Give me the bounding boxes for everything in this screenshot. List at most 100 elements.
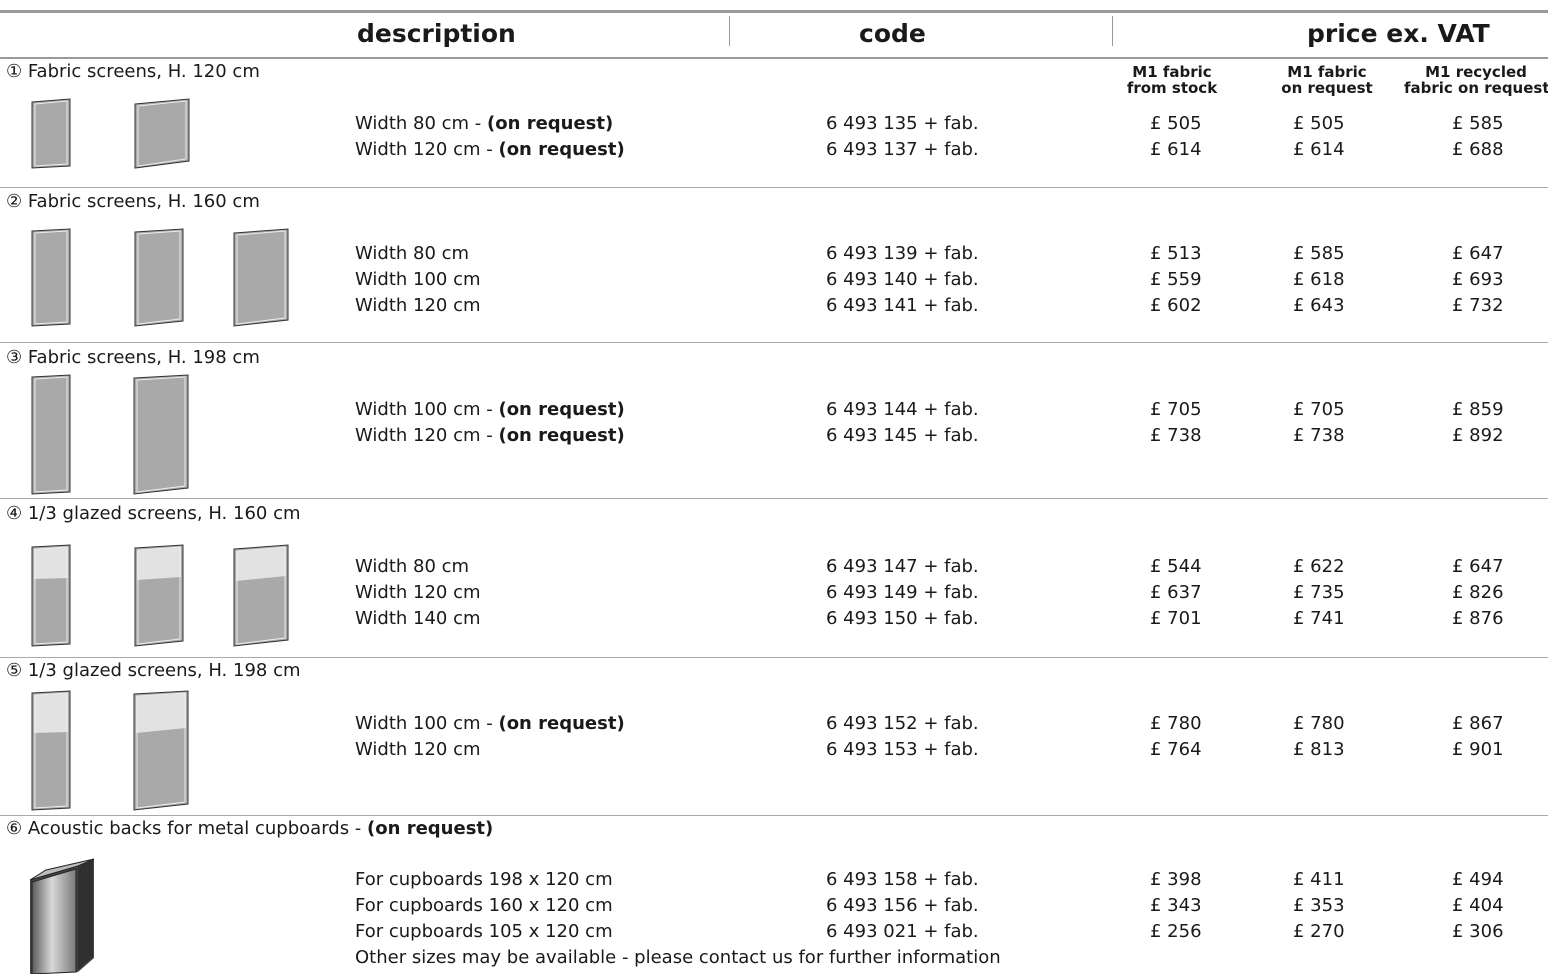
subheader-m1-stock: M1 fabric from stock [1126, 63, 1218, 97]
subheader-m1-request: M1 fabric on request [1281, 63, 1373, 97]
glazed-screen-image [233, 544, 289, 647]
fabric-screen-image [134, 98, 190, 169]
row-description: Width 140 cm [355, 608, 481, 629]
row-code: 6 493 135 + fab. [826, 113, 979, 134]
row-description: Width 80 cm - (on request) [355, 113, 614, 134]
price-stock: £ 705 [1150, 399, 1202, 420]
top-rule [0, 10, 1548, 13]
row-code: 6 493 141 + fab. [826, 295, 979, 316]
section-divider [0, 657, 1548, 658]
price-request: £ 622 [1293, 556, 1345, 577]
row-code: 6 493 156 + fab. [826, 895, 979, 916]
price-recycled: £ 732 [1452, 295, 1504, 316]
section-divider [0, 498, 1548, 499]
price-stock: £ 780 [1150, 713, 1202, 734]
price-recycled: £ 826 [1452, 582, 1504, 603]
row-code: 6 493 150 + fab. [826, 608, 979, 629]
section-divider [0, 815, 1548, 816]
price-request: £ 585 [1293, 243, 1345, 264]
price-request: £ 270 [1293, 921, 1345, 942]
price-recycled: £ 867 [1452, 713, 1504, 734]
price-recycled: £ 693 [1452, 269, 1504, 290]
price-stock: £ 544 [1150, 556, 1202, 577]
price-request: £ 738 [1293, 425, 1345, 446]
subheader-m1-recycled: M1 recycled fabric on request [1404, 63, 1548, 97]
price-recycled: £ 688 [1452, 139, 1504, 160]
fabric-screen-image [31, 98, 71, 169]
row-description: Width 100 cm - (on request) [355, 713, 625, 734]
price-recycled: £ 647 [1452, 556, 1504, 577]
fabric-screen-image [233, 228, 289, 327]
price-request: £ 780 [1293, 713, 1345, 734]
price-request: £ 741 [1293, 608, 1345, 629]
header-separator-2 [1112, 16, 1113, 46]
fabric-screen-image [134, 228, 184, 327]
fabric-screen-image [31, 228, 71, 327]
price-stock: £ 398 [1150, 869, 1202, 890]
glazed-screen-image [133, 690, 189, 811]
price-request: £ 735 [1293, 582, 1345, 603]
header-description: description [357, 19, 516, 48]
section-title: ③ Fabric screens, H. 198 cm [6, 347, 260, 368]
row-description: Width 120 cm [355, 739, 481, 760]
price-stock: £ 637 [1150, 582, 1202, 603]
row-code: 6 493 158 + fab. [826, 869, 979, 890]
price-stock: £ 764 [1150, 739, 1202, 760]
row-code: 6 493 021 + fab. [826, 921, 979, 942]
fabric-screen-image [31, 374, 71, 495]
price-stock: £ 614 [1150, 139, 1202, 160]
price-stock: £ 513 [1150, 243, 1202, 264]
price-recycled: £ 585 [1452, 113, 1504, 134]
row-code: 6 493 149 + fab. [826, 582, 979, 603]
glazed-screen-image [31, 544, 71, 647]
price-stock: £ 256 [1150, 921, 1202, 942]
header-code: code [859, 19, 926, 48]
row-code: 6 493 139 + fab. [826, 243, 979, 264]
price-recycled: £ 306 [1452, 921, 1504, 942]
price-request: £ 505 [1293, 113, 1345, 134]
row-code: 6 493 145 + fab. [826, 425, 979, 446]
price-recycled: £ 859 [1452, 399, 1504, 420]
row-description: Width 120 cm [355, 295, 481, 316]
row-code: 6 493 147 + fab. [826, 556, 979, 577]
row-description: Width 80 cm [355, 556, 470, 577]
row-code: 6 493 153 + fab. [826, 739, 979, 760]
price-request: £ 353 [1293, 895, 1345, 916]
fabric-screen-image [133, 374, 189, 495]
price-stock: £ 602 [1150, 295, 1202, 316]
price-stock: £ 738 [1150, 425, 1202, 446]
price-recycled: £ 404 [1452, 895, 1504, 916]
row-description: Width 120 cm [355, 582, 481, 603]
cupboard-back-image [29, 858, 95, 974]
header-rule [0, 57, 1548, 59]
price-recycled: £ 494 [1452, 869, 1504, 890]
price-request: £ 813 [1293, 739, 1345, 760]
section-title: ⑥ Acoustic backs for metal cupboards - (… [6, 818, 494, 839]
row-description: Width 120 cm - (on request) [355, 425, 625, 446]
header-separator-1 [729, 16, 730, 46]
price-request: £ 614 [1293, 139, 1345, 160]
price-request: £ 618 [1293, 269, 1345, 290]
price-stock: £ 343 [1150, 895, 1202, 916]
price-recycled: £ 892 [1452, 425, 1504, 446]
row-code: 6 493 152 + fab. [826, 713, 979, 734]
row-description: For cupboards 198 x 120 cm [355, 869, 613, 890]
glazed-screen-image [31, 690, 71, 811]
row-description: Width 100 cm - (on request) [355, 399, 625, 420]
row-description: Width 80 cm [355, 243, 470, 264]
row-description: For cupboards 105 x 120 cm [355, 921, 613, 942]
row-code: 6 493 144 + fab. [826, 399, 979, 420]
section-title: ① Fabric screens, H. 120 cm [6, 61, 260, 82]
price-request: £ 411 [1293, 869, 1345, 890]
price-stock: £ 505 [1150, 113, 1202, 134]
section-title: ⑤ 1/3 glazed screens, H. 198 cm [6, 660, 301, 681]
price-recycled: £ 647 [1452, 243, 1504, 264]
section-divider [0, 187, 1548, 188]
header-price: price ex. VAT [1307, 19, 1490, 48]
row-description: Width 100 cm [355, 269, 481, 290]
price-request: £ 705 [1293, 399, 1345, 420]
section-title: ② Fabric screens, H. 160 cm [6, 191, 260, 212]
row-code: 6 493 137 + fab. [826, 139, 979, 160]
section-divider [0, 342, 1548, 343]
row-description: Width 120 cm - (on request) [355, 139, 625, 160]
